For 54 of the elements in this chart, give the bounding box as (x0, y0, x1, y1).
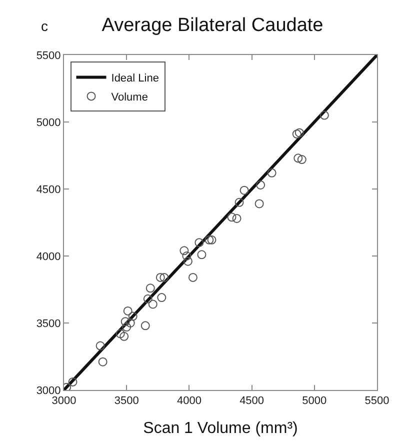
point (180, 246, 189, 256)
legend-label: Ideal Line (111, 72, 159, 84)
legend-label: Volume (111, 91, 148, 104)
point (197, 250, 206, 260)
point (123, 306, 132, 316)
point (227, 212, 236, 222)
point (297, 155, 306, 164)
point (256, 180, 266, 190)
point (232, 214, 242, 223)
point (294, 154, 303, 163)
point (182, 252, 192, 260)
point (183, 256, 192, 266)
y-tick-label: 3000 (36, 384, 61, 397)
point (160, 272, 169, 282)
point (234, 198, 244, 207)
x-tick-label: 3000 (52, 395, 76, 408)
point (254, 199, 264, 208)
point (120, 317, 130, 326)
x-tick-label: 5500 (364, 395, 390, 408)
point (148, 300, 158, 309)
point (140, 321, 150, 330)
text: c (41, 18, 48, 34)
point (267, 168, 276, 178)
point (294, 128, 304, 138)
point (96, 341, 105, 350)
point (320, 110, 329, 120)
point (143, 294, 152, 304)
point (292, 130, 302, 139)
point (98, 357, 108, 366)
point (157, 293, 166, 302)
point (240, 186, 249, 195)
x-tick-label: 3500 (114, 395, 139, 408)
y-tick-label: 5000 (36, 116, 61, 129)
x-tick-label: 4000 (176, 395, 202, 408)
point (146, 284, 155, 293)
y-tick-label: 4500 (36, 184, 61, 196)
y-tick-label: 5500 (36, 50, 61, 62)
point (194, 238, 204, 248)
x-tick-label: 4500 (240, 395, 264, 408)
point (120, 332, 129, 341)
point (126, 318, 135, 328)
x-axis-title: Scan 1 Volume (mm³) (143, 420, 298, 437)
y-tick-label: 4000 (36, 250, 61, 263)
point (68, 377, 78, 386)
point (188, 272, 198, 282)
point (204, 235, 214, 244)
point (156, 272, 165, 282)
point (128, 312, 138, 321)
y-tick-label: 3500 (36, 318, 61, 330)
point (116, 329, 125, 338)
point (207, 235, 216, 244)
chart-title: Average Bilateral Caudate (102, 15, 324, 36)
x-tick-label: 5000 (302, 395, 327, 408)
point (122, 322, 132, 332)
